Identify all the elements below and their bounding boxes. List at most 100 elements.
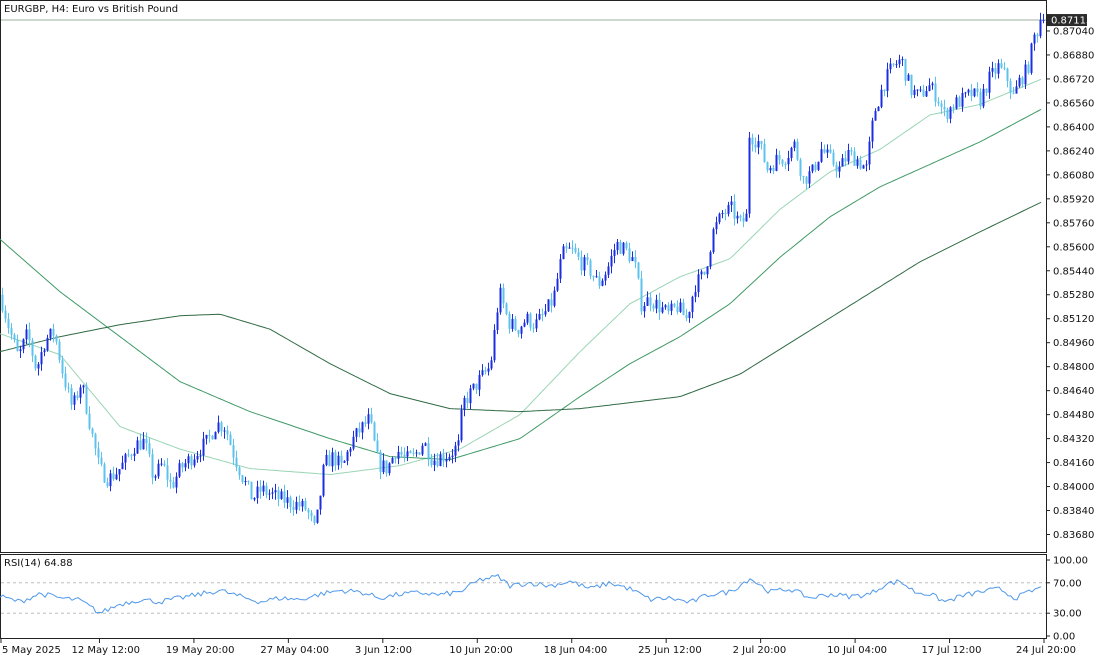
candle-body [4,310,7,319]
candle-body [610,255,613,267]
candle-body [466,398,469,404]
candle-body [61,359,64,374]
candle-body [274,490,277,493]
candle-body [301,500,304,507]
candle-body [886,69,889,91]
price-tick-label: 0.85760 [1053,218,1094,229]
candle-body [901,59,904,61]
candle-body [940,103,943,107]
rsi-line [0,573,1042,614]
candle-body [511,318,514,329]
candle-body [451,455,454,457]
candle-body [166,465,169,480]
candle-body [1012,92,1015,94]
candle-body [1009,81,1012,93]
candle-body [505,303,508,314]
candle-body [157,463,160,477]
candle-body [199,455,202,457]
candle-body [1042,20,1045,21]
candle-body [175,476,178,488]
candle-body [118,469,121,475]
candle-body [709,252,712,267]
candle-body [310,512,313,517]
candle-body [394,458,397,460]
candle-body [319,495,322,510]
candle-body [721,213,724,214]
time-tick-label: 19 May 20:00 [166,645,235,656]
candle-body [517,330,520,334]
rsi-tick-label: 100.00 [1053,556,1088,567]
price-tick-label: 0.84640 [1053,386,1094,397]
candle-body [844,158,847,162]
candle-body [406,451,409,457]
candle-body [526,313,529,323]
candle-body [955,97,958,109]
candle-body [946,109,949,119]
price-tick-label: 0.85280 [1053,290,1094,301]
candle-body [337,455,340,466]
candle-body [364,422,367,424]
candle-body [550,299,553,306]
candle-body [835,164,838,172]
candle-body [727,205,730,214]
candle-body [688,312,691,318]
rsi-tick-label: 70.00 [1053,578,1082,589]
candle-body [415,452,418,454]
candle-body [880,89,883,107]
candle-body [367,414,370,424]
candle-body [883,89,886,92]
candle-body [397,451,400,459]
candle-body [724,213,727,214]
candle-body [232,445,235,458]
candle-body [760,141,763,144]
candle-body [340,455,343,463]
candle-body [13,334,16,340]
candle-body [730,201,733,205]
candle-body [604,274,607,281]
candle-body [244,481,247,482]
candle-body [781,159,784,164]
candle-body [979,92,982,107]
candle-body [949,107,952,119]
candle-body [481,370,484,375]
time-tick-label: 3 Jun 12:00 [355,645,412,656]
candle-body [679,302,682,312]
candle-body [571,247,574,249]
candle-body [94,433,97,449]
candle-body [778,154,781,160]
candle-body [409,451,412,453]
candle-body [388,463,391,474]
rsi-tick-label: 30.00 [1053,609,1082,620]
candle-body [646,297,649,306]
candle-body [253,498,256,500]
price-tick-label: 0.86240 [1053,146,1094,157]
candle-body [628,248,631,262]
candle-body [145,438,148,444]
candle-body [532,327,535,329]
candle-body [682,302,685,315]
candle-body [655,299,658,309]
price-tick-label: 0.86080 [1053,170,1094,181]
candle-body [622,242,625,254]
candle-body [112,473,115,480]
candle-body [931,83,934,86]
candle-body [895,64,898,66]
candle-body [805,176,808,184]
candle-body [1021,77,1024,85]
candle-body [757,141,760,148]
candle-body [592,275,595,277]
candle-body [76,395,79,398]
candle-body [967,89,970,93]
candle-body [964,92,967,94]
candle-body [811,164,814,172]
time-tick-label: 10 Jul 04:00 [827,645,887,656]
candle-body [490,360,493,369]
candle-body [436,460,439,466]
candle-body [769,168,772,171]
time-tick-label: 5 May 2025 [2,645,61,656]
time-tick-label: 27 May 04:00 [260,645,329,656]
candle-body [1000,63,1003,68]
candle-body [226,430,229,435]
candle-body [616,242,619,251]
